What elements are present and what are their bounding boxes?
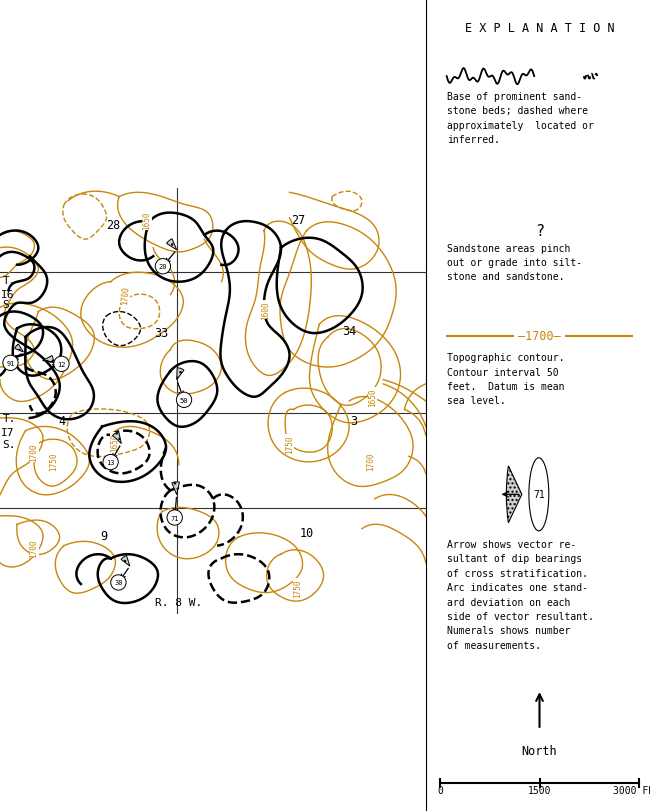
Text: 34: 34	[342, 324, 356, 337]
Circle shape	[167, 510, 183, 526]
Circle shape	[54, 357, 69, 372]
Circle shape	[176, 393, 192, 408]
Circle shape	[155, 260, 170, 275]
Text: 28: 28	[106, 218, 120, 231]
Text: 27: 27	[291, 214, 305, 227]
Wedge shape	[166, 239, 177, 251]
Text: 9: 9	[101, 529, 108, 542]
Text: 10: 10	[300, 526, 314, 539]
Text: 33: 33	[155, 327, 169, 340]
Text: 1750: 1750	[49, 452, 58, 470]
Text: Sandstone areas pinch
out or grade into silt-
stone and sandstone.: Sandstone areas pinch out or grade into …	[447, 243, 582, 282]
Text: 1700: 1700	[29, 444, 38, 461]
Text: 1650: 1650	[111, 432, 120, 451]
Text: 12: 12	[57, 362, 66, 367]
Text: E X P L A N A T I O N: E X P L A N A T I O N	[465, 22, 614, 35]
Wedge shape	[172, 483, 179, 495]
Wedge shape	[121, 556, 130, 566]
Text: 0: 0	[437, 785, 443, 795]
Text: S.: S.	[3, 439, 16, 449]
Wedge shape	[177, 368, 184, 380]
Text: 30: 30	[114, 580, 123, 586]
Text: R. 8 W.: R. 8 W.	[155, 598, 202, 607]
Circle shape	[103, 455, 118, 470]
Text: 71: 71	[533, 490, 545, 500]
Text: Arrow shows vector re-
sultant of dip bearings
of cross stratification.
Arc indi: Arrow shows vector re- sultant of dip be…	[447, 539, 593, 650]
Text: 1650: 1650	[142, 212, 151, 230]
Text: ?: ?	[535, 224, 544, 238]
Text: 91: 91	[6, 360, 15, 367]
Text: T.: T.	[3, 275, 16, 285]
Text: 50: 50	[180, 397, 188, 403]
Circle shape	[111, 575, 126, 590]
Text: Topographic contour.
Contour interval 50
feet.  Datum is mean
sea level.: Topographic contour. Contour interval 50…	[447, 353, 564, 406]
Text: 1750: 1750	[294, 578, 302, 597]
Text: S.: S.	[3, 300, 16, 310]
Text: 13: 13	[107, 460, 115, 466]
Circle shape	[3, 356, 18, 371]
Wedge shape	[506, 466, 522, 523]
Text: 1700: 1700	[366, 452, 375, 470]
Text: 1750: 1750	[285, 435, 294, 453]
Text: North: North	[522, 744, 557, 757]
Text: T.: T.	[3, 414, 16, 423]
Text: 71: 71	[170, 515, 179, 521]
Text: —1700—: —1700—	[518, 330, 561, 343]
Text: 1600: 1600	[261, 301, 270, 320]
Wedge shape	[112, 432, 122, 444]
Circle shape	[529, 458, 549, 531]
Wedge shape	[43, 356, 53, 363]
Text: 1700: 1700	[29, 539, 38, 557]
Text: 1700: 1700	[120, 285, 131, 305]
Text: 20: 20	[159, 264, 167, 270]
Text: I6: I6	[1, 290, 14, 299]
Text: 1500: 1500	[528, 785, 551, 795]
Text: 3000 FEET: 3000 FEET	[612, 785, 650, 795]
Text: I7: I7	[1, 427, 14, 437]
Text: Base of prominent sand-
stone beds; dashed where
approximately  located or
infer: Base of prominent sand- stone beds; dash…	[447, 92, 593, 145]
Text: 1650: 1650	[368, 388, 377, 406]
Text: 3: 3	[350, 414, 357, 427]
Wedge shape	[15, 345, 23, 353]
Text: 4: 4	[58, 414, 65, 427]
